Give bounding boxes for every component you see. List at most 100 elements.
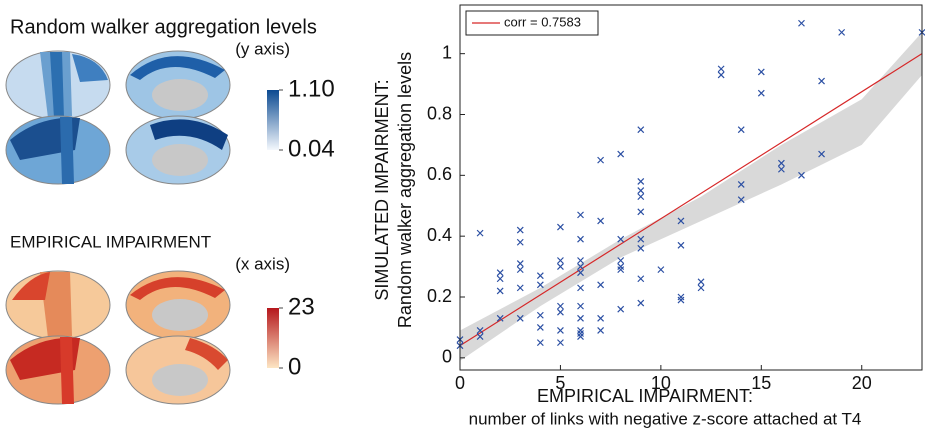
point [757, 89, 765, 97]
point [557, 339, 564, 347]
point [516, 260, 524, 267]
point [557, 263, 564, 271]
point [577, 211, 584, 219]
point [838, 28, 846, 36]
point [617, 305, 625, 313]
y-tick-label: 0.4 [427, 225, 452, 245]
point [577, 330, 584, 337]
colorbar-label: 0 [288, 353, 301, 380]
point [577, 302, 584, 310]
legend-label: corr = 0.7583 [504, 14, 581, 29]
point [597, 327, 605, 334]
x-tick-label: 0 [455, 373, 465, 393]
point [597, 156, 605, 164]
point [476, 333, 484, 340]
point [577, 314, 584, 322]
x-axis-label: EMPIRICAL IMPAIRMENT: [537, 386, 753, 406]
point [798, 19, 805, 27]
point [757, 68, 765, 76]
point [637, 275, 645, 283]
point [516, 266, 524, 274]
point [476, 327, 484, 334]
point [677, 217, 685, 225]
colorbar [267, 308, 279, 368]
y-axis-label: Random walker aggregation levels [395, 52, 415, 328]
point [536, 311, 544, 319]
point [557, 302, 564, 310]
point [496, 269, 504, 277]
point [637, 244, 645, 252]
x-axis-label: number of links with negative z-score at… [469, 409, 862, 428]
x-tick-label: 5 [555, 373, 565, 393]
point [657, 266, 665, 274]
point [597, 281, 605, 289]
point [637, 208, 645, 216]
point [496, 287, 504, 295]
point [577, 327, 584, 334]
y-tick-label: 1 [442, 42, 452, 62]
point [677, 293, 685, 301]
x-tick-label: 10 [651, 373, 671, 393]
point [516, 226, 524, 234]
panel-title: Random walker aggregation levels [10, 16, 317, 38]
y-tick-label: 0.8 [427, 103, 452, 123]
y-axis-label: SIMULATED IMPAIRMENT: [372, 79, 392, 300]
axis-note: (x axis) [235, 254, 290, 273]
point [818, 150, 825, 158]
point [737, 126, 745, 134]
point [697, 278, 705, 286]
point [536, 281, 544, 289]
panel-title: EMPIRICAL IMPAIRMENT [10, 232, 211, 251]
point [717, 71, 725, 79]
colorbar [267, 90, 279, 150]
point [617, 235, 625, 243]
point [536, 272, 544, 280]
point [637, 299, 645, 307]
brains-red [5, 270, 231, 405]
point [637, 126, 645, 134]
point [577, 263, 584, 271]
point [637, 177, 645, 185]
point [777, 165, 785, 173]
plot-frame [459, 4, 923, 371]
colorbar-label: 0.04 [288, 135, 335, 162]
point [536, 323, 544, 331]
point [617, 266, 625, 274]
x-tick-label: 20 [852, 373, 872, 393]
point [737, 196, 745, 204]
colorbar-label: 1.10 [288, 75, 335, 102]
point [617, 150, 625, 158]
point [557, 308, 564, 316]
point [577, 284, 584, 292]
y-tick-label: 0.2 [427, 286, 452, 306]
point [737, 181, 745, 188]
point [637, 193, 645, 201]
point [697, 284, 705, 292]
point [476, 229, 484, 237]
point [577, 257, 584, 264]
x-tick-label: 15 [751, 373, 771, 393]
y-tick-label: 0.6 [427, 164, 452, 184]
point [637, 187, 645, 194]
point [496, 275, 504, 283]
y-tick-label: 0 [442, 347, 452, 367]
point [717, 65, 725, 73]
point [557, 257, 564, 264]
point [516, 284, 524, 292]
point [677, 296, 685, 304]
point [536, 339, 544, 347]
colorbar-label: 23 [288, 293, 315, 320]
point [798, 171, 805, 179]
fit-line [459, 53, 923, 347]
point [577, 235, 584, 243]
point [597, 314, 605, 322]
point [516, 238, 524, 246]
confidence-band [460, 32, 922, 361]
point [617, 257, 625, 264]
point [557, 327, 564, 334]
point [818, 77, 825, 85]
point [577, 333, 584, 340]
point [677, 241, 685, 249]
point [496, 314, 504, 322]
